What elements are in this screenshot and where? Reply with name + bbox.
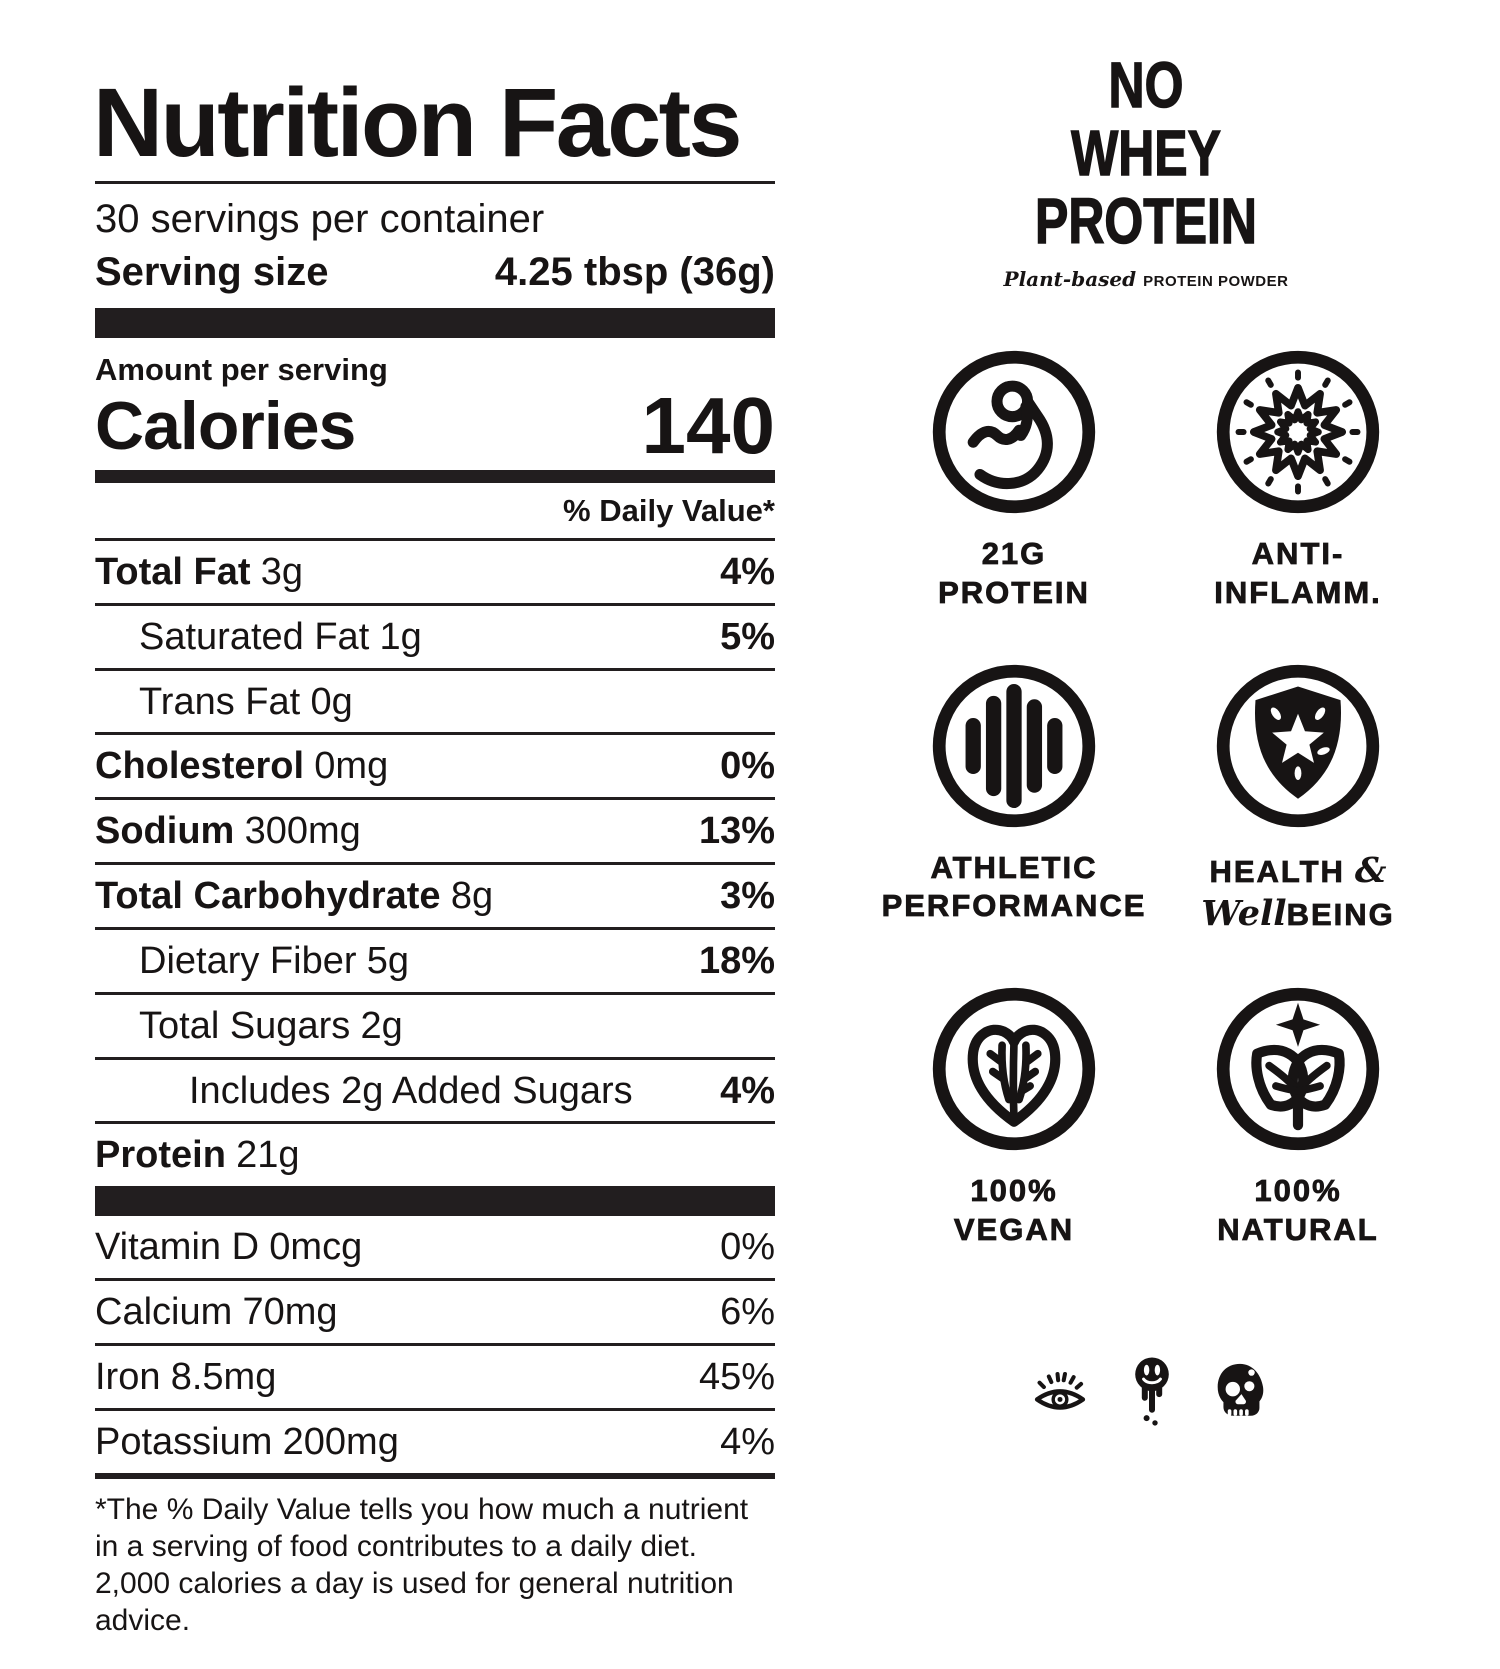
- nutrient-amount: 0mg: [314, 745, 389, 788]
- badge-vegan: 100% VEGAN: [872, 984, 1156, 1250]
- nutrient-name: Trans Fat: [139, 680, 301, 723]
- nutrient-amount: 1g: [379, 615, 422, 658]
- micronutrient-row: Potassium 200mg 4%: [95, 1411, 775, 1479]
- nutrient-name: Cholesterol: [95, 745, 305, 788]
- brand-block: NO WHEY PROTEIN Plant-based PROTEIN POWDE…: [920, 49, 1372, 291]
- micronutrient-row: Vitamin D 0mcg 0%: [95, 1216, 775, 1282]
- brand-tagline: Plant-based PROTEIN POWDER: [920, 267, 1372, 291]
- nutrient-name: Total Carbohydrate: [95, 875, 441, 918]
- label-title: Nutrition Facts: [93, 68, 742, 177]
- nutrient-name: Saturated Fat: [139, 615, 370, 658]
- nutrient-amount: 8.5mg: [170, 1355, 277, 1398]
- starburst-icon: [1216, 350, 1380, 514]
- nutrient-dv: 4%: [720, 1069, 775, 1112]
- footer-doodle-icons: [1002, 1346, 1294, 1438]
- nutrient-name: Vitamin D: [95, 1226, 260, 1269]
- melting-smiley-icon: [1135, 1357, 1169, 1426]
- nutrient-row: Includes 2g Added Sugars 4%: [95, 1060, 775, 1125]
- badge-label: 100% NATURAL: [1217, 1173, 1379, 1248]
- badge-natural: 100% NATURAL: [1156, 984, 1440, 1250]
- nutrient-name: Includes 2g Added Sugars: [189, 1069, 633, 1112]
- nutrient-amount: 5g: [366, 939, 410, 982]
- thick-bar: [95, 307, 775, 338]
- nutrient-row: Cholesterol 0mg 0%: [95, 735, 775, 801]
- eye-icon: [1034, 1372, 1086, 1410]
- nutrient-row: Dietary Fiber 5g 18%: [95, 930, 775, 995]
- daily-value-header: % Daily Value*: [95, 483, 775, 541]
- feature-badges: 21G PROTEIN ANTI- INFLAMM.: [872, 347, 1440, 1250]
- nutrient-amount: 0mcg: [269, 1226, 363, 1269]
- badge-protein: 21G PROTEIN: [872, 347, 1156, 613]
- skull-icon: [1217, 1363, 1264, 1416]
- nutrient-amount: 3g: [260, 550, 304, 593]
- leaf-sparkle-icon: [1216, 987, 1380, 1151]
- badge-label: 100% VEGAN: [953, 1173, 1075, 1248]
- nutrient-row: Trans Fat 0g: [95, 671, 775, 736]
- serving-size-label: Serving size: [95, 249, 329, 294]
- calories-value: 140: [641, 380, 775, 470]
- thick-bar: [95, 1186, 775, 1217]
- nutrient-amount: 8g: [450, 875, 494, 918]
- tagline-caps: PROTEIN POWDER: [1143, 273, 1289, 291]
- nutrient-row: Sodium 300mg 13%: [95, 800, 775, 866]
- calories-label: Calories: [95, 387, 356, 464]
- equalizer-icon: [932, 664, 1096, 827]
- muscle-icon: [932, 350, 1096, 514]
- badge-label: ATHLETIC PERFORMANCE: [881, 849, 1147, 924]
- nutrient-dv: 0%: [720, 745, 775, 788]
- nutrient-row: Total Carbohydrate 8g 3%: [95, 865, 775, 930]
- nutrient-dv: 18%: [698, 939, 775, 982]
- shield-star-icon: [1216, 664, 1380, 827]
- nutrient-dv: 4%: [720, 550, 775, 593]
- nutrient-name: Potassium: [95, 1420, 273, 1463]
- nutrient-amount: 300mg: [244, 810, 361, 853]
- nutrient-row: Saturated Fat 1g 5%: [95, 606, 775, 671]
- badge-athletic-performance: ATHLETIC PERFORMANCE: [872, 661, 1156, 937]
- micronutrient-row: Iron 8.5mg 45%: [95, 1346, 775, 1411]
- nutrient-name: Iron: [95, 1355, 161, 1398]
- nutrient-name: Dietary Fiber: [139, 939, 357, 982]
- nutrient-dv: 3%: [720, 875, 775, 918]
- nutrient-name: Protein: [95, 1134, 226, 1177]
- badge-health-wellbeing: HEALTH & WellBEING: [1156, 661, 1440, 937]
- nutrient-dv: 0%: [720, 1226, 775, 1269]
- nutrient-name: Calcium: [95, 1291, 233, 1334]
- medium-bar: [95, 469, 775, 483]
- nutrient-amount: 200mg: [282, 1420, 399, 1463]
- servings-per-container: 30 servings per container: [95, 196, 545, 241]
- nutrient-amount: 0g: [310, 680, 353, 723]
- daily-value-footnote: *The % Daily Value tells you how much a …: [95, 1492, 749, 1638]
- brand-logo: NO WHEY PROTEIN: [970, 49, 1323, 257]
- calories-row: Calories 140: [95, 380, 775, 470]
- nutrient-name: Total Fat: [95, 550, 251, 593]
- nutrient-row: Total Fat 3g 4%: [95, 541, 775, 606]
- serving-size-row: Serving size 4.25 tbsp (36g): [95, 248, 775, 296]
- badge-label: HEALTH & WellBEING: [1201, 849, 1395, 935]
- nutrient-amount: 21g: [236, 1134, 300, 1177]
- nutrient-dv: 45%: [698, 1355, 775, 1398]
- heart-leaf-icon: [932, 987, 1096, 1151]
- nutrient-dv: 4%: [720, 1420, 775, 1463]
- nutrient-name: Total Sugars: [139, 1004, 351, 1047]
- badge-anti-inflammatory: ANTI- INFLAMM.: [1156, 347, 1440, 613]
- micronutrient-row: Calcium 70mg 6%: [95, 1281, 775, 1346]
- nutrient-row: Total Sugars 2g: [95, 995, 775, 1060]
- logo-line-2: WHEY: [1071, 116, 1222, 189]
- badge-label: 21G PROTEIN: [938, 536, 1090, 611]
- logo-line-3: PROTEIN: [1034, 184, 1257, 257]
- nutrient-row: Protein 21g: [95, 1124, 775, 1186]
- serving-size-value: 4.25 tbsp (36g): [494, 249, 775, 294]
- logo-line-1: NO: [1108, 49, 1184, 121]
- nutrient-dv: 5%: [720, 615, 775, 658]
- divider: [95, 180, 775, 184]
- badge-label: ANTI- INFLAMM.: [1214, 536, 1382, 611]
- nutrient-name: Sodium: [95, 810, 235, 853]
- tagline-script: Plant-based: [1003, 267, 1137, 292]
- amount-per-serving: Amount per serving: [95, 351, 388, 387]
- nutrient-amount: 70mg: [242, 1291, 338, 1334]
- nutrition-facts-label: Nutrition Facts 30 servings per containe…: [93, 68, 775, 1669]
- nutrient-dv: 6%: [720, 1291, 775, 1334]
- nutrient-amount: 2g: [360, 1004, 403, 1047]
- nutrient-dv: 13%: [698, 810, 775, 853]
